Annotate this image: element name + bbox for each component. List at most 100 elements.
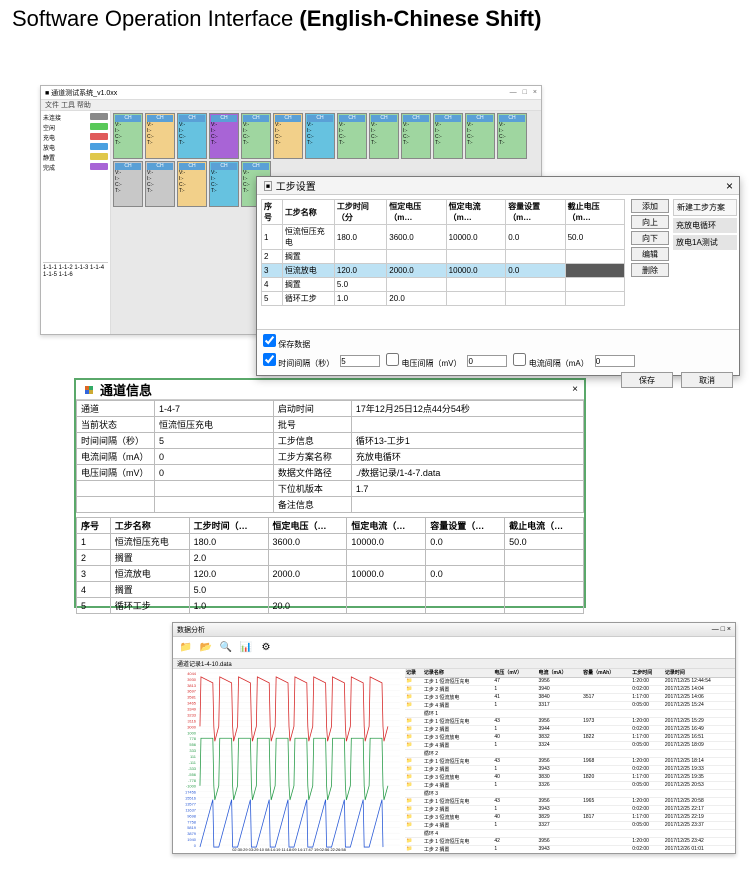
channel-cell[interactable]: CHV:-I:-C:-T:-	[401, 113, 431, 159]
table-cell[interactable]: 10000.0	[446, 264, 506, 278]
打开-button[interactable]: 📁	[177, 639, 195, 657]
table-row[interactable]: 📁工步 3 恒流放电41384035171:17:002017/12/25 14…	[405, 693, 735, 701]
channel-cell[interactable]: CHV:-I:-C:-T:-	[145, 161, 175, 207]
放大-button[interactable]: 🔍	[217, 639, 235, 657]
channel-cell[interactable]: CHV:-I:-C:-T:-	[145, 113, 175, 159]
table-cell[interactable]: 20.0	[387, 292, 446, 306]
table-cell[interactable]	[565, 264, 624, 278]
table-cell[interactable]	[387, 250, 446, 264]
interval-checkbox[interactable]: 时间间隔（秒）	[263, 353, 334, 369]
table-cell[interactable]	[387, 278, 446, 292]
table-cell[interactable]: 3600.0	[387, 225, 446, 250]
导出-button[interactable]: 📂	[197, 639, 215, 657]
删除-button[interactable]: 删除	[631, 263, 669, 277]
table-row[interactable]: 📁工步 4 搁置133170:05:002017/12/25 15:24	[405, 701, 735, 709]
table-cell[interactable]	[506, 278, 565, 292]
table-cell[interactable]: 循环工步	[282, 292, 334, 306]
table-cell[interactable]	[565, 278, 624, 292]
table-row[interactable]: 📁工步 3 恒流放电40383018201:17:002017/12/25 19…	[405, 773, 735, 781]
table-cell[interactable]	[506, 250, 565, 264]
table-row[interactable]: 📁工步 1 恒流恒压充电43395619731:20:002017/12/25 …	[405, 717, 735, 725]
table-cell[interactable]	[446, 250, 506, 264]
向上-button[interactable]: 向上	[631, 215, 669, 229]
save-data-checkbox[interactable]: 保存数据	[263, 334, 310, 350]
channel-cell[interactable]: CHV:-I:-C:-T:-	[177, 113, 207, 159]
scheme-item[interactable]: 放电1A测试	[673, 235, 737, 250]
table-row[interactable]: 循环 2	[405, 749, 735, 757]
channel-cell[interactable]: CHV:-I:-C:-T:-	[113, 113, 143, 159]
step-table[interactable]: 序号工步名称工步时间（分恒定电压（m…恒定电流（m…容量设置（m…截止电压（m……	[261, 199, 625, 306]
table-row[interactable]: 循环 4	[405, 829, 735, 837]
table-cell[interactable]: 50.0	[565, 225, 624, 250]
table-cell[interactable]: 2	[262, 250, 283, 264]
table-cell[interactable]: 4	[262, 278, 283, 292]
table-row[interactable]: 📁工步 2 搁置139430:02:002017/12/25 22:17	[405, 805, 735, 813]
table-cell[interactable]: 搁置	[282, 250, 334, 264]
interval-input[interactable]	[340, 355, 380, 367]
table-cell[interactable]: 1	[262, 225, 283, 250]
current-input[interactable]	[595, 355, 635, 367]
channel-cell[interactable]: CHV:-I:-C:-T:-	[337, 113, 367, 159]
minimize-icon[interactable]: —	[712, 626, 719, 633]
current-checkbox[interactable]: 电流间隔（mA）	[513, 353, 588, 369]
向下-button[interactable]: 向下	[631, 231, 669, 245]
table-cell[interactable]	[565, 292, 624, 306]
table-row[interactable]: 📁工步 2 搁置139400:02:002017/12/25 14:04	[405, 685, 735, 693]
channel-cell[interactable]: CHV:-I:-C:-T:-	[369, 113, 399, 159]
scheme-item[interactable]: 新建工步方案	[673, 199, 737, 216]
win1-menubar[interactable]: 文件 工具 帮助	[41, 100, 541, 111]
scheme-item[interactable]: 充放电循环	[673, 218, 737, 233]
table-cell[interactable]: 5	[262, 292, 283, 306]
table-cell[interactable]: 0.0	[506, 264, 565, 278]
channel-cell[interactable]: CHV:-I:-C:-T:-	[209, 113, 239, 159]
cancel-button[interactable]: 取消	[681, 372, 733, 388]
channel-cell[interactable]: CHV:-I:-C:-T:-	[177, 161, 207, 207]
table-cell[interactable]	[565, 250, 624, 264]
channel-cell[interactable]: CHV:-I:-C:-T:-	[305, 113, 335, 159]
maximize-icon[interactable]: □	[523, 89, 527, 96]
save-button[interactable]: 保存	[621, 372, 673, 388]
channel-cell[interactable]: CHV:-I:-C:-T:-	[433, 113, 463, 159]
channel-cell[interactable]: CHV:-I:-C:-T:-	[465, 113, 495, 159]
添加-button[interactable]: 添加	[631, 199, 669, 213]
table-cell[interactable]	[446, 292, 506, 306]
table-row[interactable]: 📁工步 1 恒流恒压充电4239561:20:002017/12/25 23:4…	[405, 837, 735, 845]
table-cell[interactable]: 10000.0	[446, 225, 506, 250]
maximize-icon[interactable]: □	[721, 626, 725, 633]
设置-button[interactable]: ⚙	[257, 639, 275, 657]
voltage-input[interactable]	[467, 355, 507, 367]
table-row[interactable]: 📁工步 4 搁置133270:05:002017/12/25 23:37	[405, 821, 735, 829]
close-icon[interactable]: ×	[727, 626, 731, 633]
channel-cell[interactable]: CHV:-I:-C:-T:-	[497, 113, 527, 159]
voltage-checkbox[interactable]: 电压间隔（mV）	[386, 353, 461, 369]
minimize-icon[interactable]: —	[510, 89, 517, 96]
channel-cell[interactable]: CHV:-I:-C:-T:-	[273, 113, 303, 159]
table-cell[interactable]: 3	[262, 264, 283, 278]
table-row[interactable]: 📁工步 1 恒流恒压充电43395619681:20:002017/12/25 …	[405, 757, 735, 765]
channel-cell[interactable]: CHV:-I:-C:-T:-	[241, 113, 271, 159]
table-row[interactable]: 📁工步 3 恒流放电40382918171:17:002017/12/25 22…	[405, 813, 735, 821]
table-cell[interactable]: 恒流恒压充电	[282, 225, 334, 250]
table-row[interactable]: 循环 1	[405, 709, 735, 717]
table-row[interactable]: 📁工步 3 恒流放电40383218221:17:002017/12/25 16…	[405, 733, 735, 741]
table-cell[interactable]: 恒流放电	[282, 264, 334, 278]
table-row[interactable]: 📁工步 4 搁置133260:05:002017/12/25 20:53	[405, 781, 735, 789]
table-row[interactable]: 📁工步 1 恒流恒压充电43395619651:20:002017/12/25 …	[405, 797, 735, 805]
channel-cell[interactable]: CHV:-I:-C:-T:-	[209, 161, 239, 207]
table-row[interactable]: 📁工步 2 搁置139430:02:002017/12/26 01:01	[405, 845, 735, 853]
table-cell[interactable]	[334, 250, 386, 264]
table-cell[interactable]: 2000.0	[387, 264, 446, 278]
table-row[interactable]: 📁工步 2 搁置139430:02:002017/12/25 19:33	[405, 765, 735, 773]
table-cell[interactable]	[446, 278, 506, 292]
table-cell[interactable]: 180.0	[334, 225, 386, 250]
table-row[interactable]: 📁工步 2 搁置139440:02:002017/12/25 16:49	[405, 725, 735, 733]
table-cell[interactable]: 120.0	[334, 264, 386, 278]
close-icon[interactable]: ×	[533, 89, 537, 96]
编辑-button[interactable]: 编辑	[631, 247, 669, 261]
table-row[interactable]: 📁工步 1 恒流恒压充电4739561:20:002017/12/25 12:4…	[405, 677, 735, 685]
close-icon[interactable]: ×	[726, 179, 733, 193]
data-table[interactable]: 记录记录名称电压（mV）电流（mA）容量（mAh）工步时间记录时间 📁工步 1 …	[405, 669, 735, 853]
table-cell[interactable]: 0.0	[506, 225, 565, 250]
曲线-button[interactable]: 📊	[237, 639, 255, 657]
table-cell[interactable]	[506, 292, 565, 306]
